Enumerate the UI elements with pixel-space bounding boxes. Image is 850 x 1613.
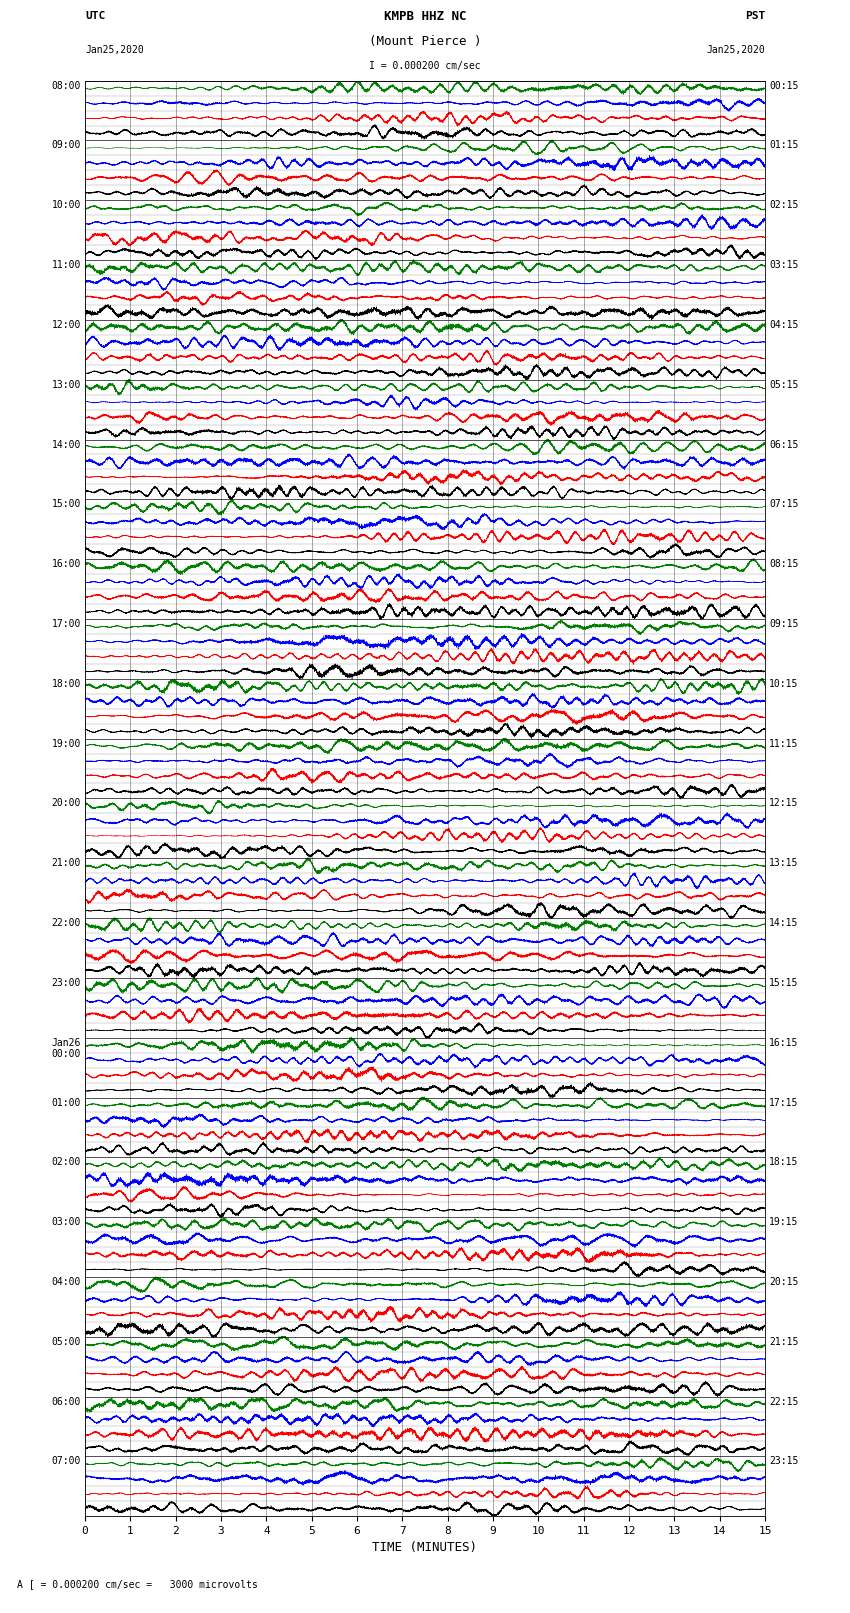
Text: 21:15: 21:15	[769, 1337, 799, 1347]
Text: 09:15: 09:15	[769, 619, 799, 629]
Text: 22:00: 22:00	[51, 918, 81, 927]
Text: 10:00: 10:00	[51, 200, 81, 210]
Text: 18:15: 18:15	[769, 1158, 799, 1168]
Text: Jan25,2020: Jan25,2020	[706, 45, 765, 55]
Text: 01:15: 01:15	[769, 140, 799, 150]
Text: 04:15: 04:15	[769, 319, 799, 331]
Text: Jan26
00:00: Jan26 00:00	[51, 1037, 81, 1060]
Text: 04:00: 04:00	[51, 1277, 81, 1287]
Text: I = 0.000200 cm/sec: I = 0.000200 cm/sec	[369, 61, 481, 71]
Text: 12:15: 12:15	[769, 798, 799, 808]
Text: 06:15: 06:15	[769, 440, 799, 450]
Text: 23:15: 23:15	[769, 1457, 799, 1466]
Text: A [ = 0.000200 cm/sec =   3000 microvolts: A [ = 0.000200 cm/sec = 3000 microvolts	[17, 1579, 258, 1589]
Text: 12:00: 12:00	[51, 319, 81, 331]
Text: Jan25,2020: Jan25,2020	[85, 45, 144, 55]
Text: 22:15: 22:15	[769, 1397, 799, 1407]
Text: 16:00: 16:00	[51, 560, 81, 569]
Text: UTC: UTC	[85, 11, 105, 21]
Text: 21:00: 21:00	[51, 858, 81, 868]
Text: 16:15: 16:15	[769, 1037, 799, 1048]
Text: 18:00: 18:00	[51, 679, 81, 689]
Text: 02:15: 02:15	[769, 200, 799, 210]
Text: KMPB HHZ NC: KMPB HHZ NC	[383, 10, 467, 23]
Text: 13:00: 13:00	[51, 379, 81, 390]
Text: 10:15: 10:15	[769, 679, 799, 689]
Text: 14:15: 14:15	[769, 918, 799, 927]
Text: (Mount Pierce ): (Mount Pierce )	[369, 35, 481, 48]
Text: 06:00: 06:00	[51, 1397, 81, 1407]
Text: 00:15: 00:15	[769, 81, 799, 90]
Text: 05:00: 05:00	[51, 1337, 81, 1347]
Text: 02:00: 02:00	[51, 1158, 81, 1168]
Text: 08:15: 08:15	[769, 560, 799, 569]
Text: 17:00: 17:00	[51, 619, 81, 629]
Text: 17:15: 17:15	[769, 1097, 799, 1108]
Text: 11:00: 11:00	[51, 260, 81, 269]
Text: 20:00: 20:00	[51, 798, 81, 808]
Text: 19:15: 19:15	[769, 1218, 799, 1227]
Text: 15:15: 15:15	[769, 977, 799, 987]
Text: 15:00: 15:00	[51, 500, 81, 510]
Text: 09:00: 09:00	[51, 140, 81, 150]
Text: 03:00: 03:00	[51, 1218, 81, 1227]
Text: 07:00: 07:00	[51, 1457, 81, 1466]
Text: 13:15: 13:15	[769, 858, 799, 868]
Text: 11:15: 11:15	[769, 739, 799, 748]
Text: 01:00: 01:00	[51, 1097, 81, 1108]
Text: PST: PST	[745, 11, 765, 21]
Text: 03:15: 03:15	[769, 260, 799, 269]
Text: 19:00: 19:00	[51, 739, 81, 748]
X-axis label: TIME (MINUTES): TIME (MINUTES)	[372, 1542, 478, 1555]
Text: 08:00: 08:00	[51, 81, 81, 90]
Text: 07:15: 07:15	[769, 500, 799, 510]
Text: 23:00: 23:00	[51, 977, 81, 987]
Text: 05:15: 05:15	[769, 379, 799, 390]
Text: 14:00: 14:00	[51, 440, 81, 450]
Text: 20:15: 20:15	[769, 1277, 799, 1287]
